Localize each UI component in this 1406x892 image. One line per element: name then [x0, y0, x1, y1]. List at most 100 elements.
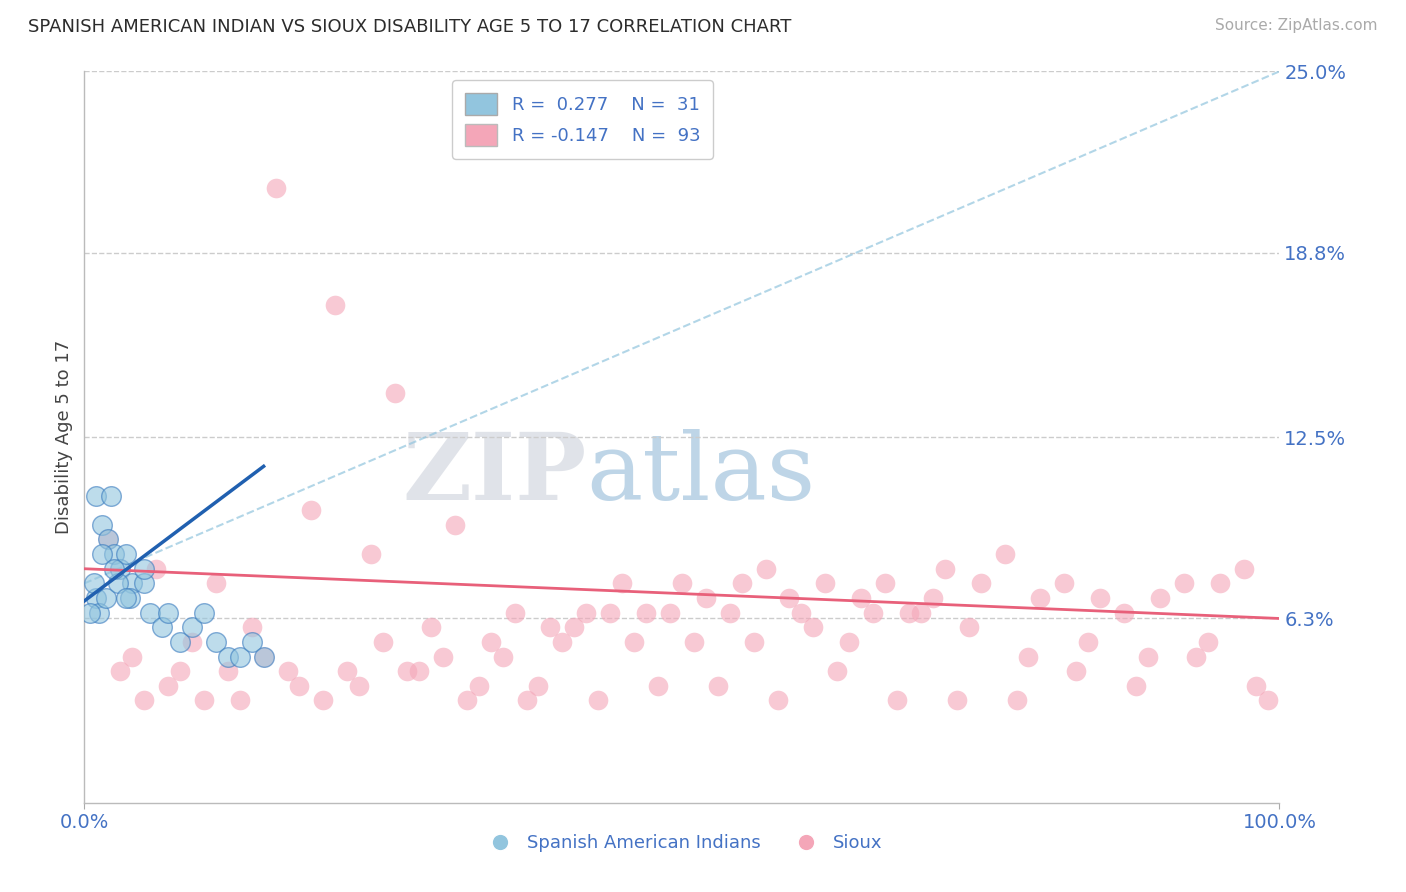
Point [132, 693, 156, 707]
Point [229, 693, 252, 707]
Point [1053, 576, 1076, 591]
Point [100, 489, 122, 503]
Point [118, 591, 141, 605]
Point [103, 547, 125, 561]
Point [312, 693, 335, 707]
Point [169, 635, 191, 649]
Point [349, 679, 371, 693]
Point [240, 620, 263, 634]
Text: SPANISH AMERICAN INDIAN VS SIOUX DISABILITY AGE 5 TO 17 CORRELATION CHART: SPANISH AMERICAN INDIAN VS SIOUX DISABIL… [28, 18, 792, 36]
Point [755, 562, 778, 576]
Point [103, 562, 125, 576]
Point [217, 649, 239, 664]
Point [862, 606, 884, 620]
Point [145, 562, 167, 576]
Point [97, 533, 120, 547]
Point [79, 606, 101, 620]
Point [420, 620, 443, 634]
Point [1029, 591, 1052, 605]
Point [107, 576, 129, 591]
Point [527, 679, 550, 693]
Point [325, 298, 347, 312]
Point [1173, 576, 1195, 591]
Point [253, 649, 276, 664]
Point [851, 591, 873, 605]
Point [169, 664, 191, 678]
Point [110, 664, 132, 678]
Point [886, 693, 908, 707]
Point [718, 606, 741, 620]
Point [456, 693, 478, 707]
Text: ZIP: ZIP [402, 429, 586, 518]
Point [205, 576, 228, 591]
Point [97, 533, 120, 547]
Point [1233, 562, 1256, 576]
Point [1185, 649, 1208, 664]
Point [91, 517, 114, 532]
Point [1137, 649, 1160, 664]
Point [336, 664, 359, 678]
Point [94, 591, 117, 605]
Point [564, 620, 586, 634]
Text: atlas: atlas [586, 429, 815, 518]
Point [181, 635, 204, 649]
Point [827, 664, 849, 678]
Point [193, 693, 215, 707]
Point [540, 620, 562, 634]
Point [91, 547, 114, 561]
Point [636, 606, 658, 620]
Point [87, 606, 110, 620]
Point [492, 649, 515, 664]
Point [671, 576, 693, 591]
Point [742, 635, 765, 649]
Point [432, 649, 454, 664]
Point [1066, 664, 1088, 678]
Point [814, 576, 837, 591]
Point [970, 576, 993, 591]
Point [623, 635, 645, 649]
Text: Source: ZipAtlas.com: Source: ZipAtlas.com [1215, 18, 1378, 33]
Point [1209, 576, 1232, 591]
Point [516, 693, 538, 707]
Point [946, 693, 969, 707]
Point [193, 606, 215, 620]
Point [910, 606, 932, 620]
Point [731, 576, 754, 591]
Point [695, 591, 717, 605]
Point [373, 635, 395, 649]
Point [766, 693, 789, 707]
Point [396, 664, 419, 678]
Point [659, 606, 682, 620]
Point [360, 547, 382, 561]
Point [83, 576, 105, 591]
Point [205, 635, 228, 649]
Point [875, 576, 897, 591]
Point [934, 562, 956, 576]
Point [922, 591, 945, 605]
Point [150, 620, 173, 634]
Point [588, 693, 610, 707]
Point [264, 181, 287, 195]
Legend: Spanish American Indians, Sioux: Spanish American Indians, Sioux [474, 827, 890, 860]
Point [110, 562, 132, 576]
Point [157, 606, 180, 620]
Point [599, 606, 621, 620]
Point [468, 679, 491, 693]
Point [1077, 635, 1099, 649]
Point [115, 547, 138, 561]
Point [277, 664, 299, 678]
Point [994, 547, 1017, 561]
Point [253, 649, 276, 664]
Point [229, 649, 252, 664]
Point [86, 489, 108, 503]
Point [139, 606, 162, 620]
Point [803, 620, 825, 634]
Point [779, 591, 801, 605]
Point [1244, 679, 1267, 693]
Point [790, 606, 813, 620]
Point [288, 679, 311, 693]
Point [612, 576, 634, 591]
Point [132, 576, 156, 591]
Point [301, 503, 323, 517]
Point [898, 606, 921, 620]
